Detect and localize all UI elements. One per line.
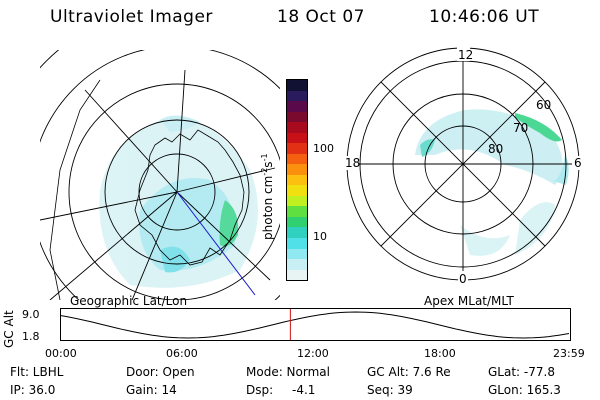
- alt-plot-ylabel: GC Alt: [2, 310, 16, 348]
- info-dsp-value: -4.1: [292, 383, 316, 397]
- colorbar-swatch: [287, 153, 307, 165]
- colorbar-swatch: [287, 111, 307, 123]
- altitude-plot: [60, 308, 571, 341]
- colorbar-swatch: [287, 269, 307, 281]
- info-door: Door: Open: [126, 365, 195, 379]
- colorbar-swatch: [287, 143, 307, 154]
- auroral-emission-left: [99, 115, 258, 288]
- colorbar-swatch: [287, 164, 307, 175]
- alt-plot-ytick-low: 1.8: [22, 330, 40, 343]
- info-glon: GLon: 165.3: [488, 383, 561, 397]
- info-ip: IP: 36.0: [10, 383, 56, 397]
- right-map-caption: Apex MLat/MLT: [424, 294, 514, 308]
- xtick-1200: 12:00: [297, 347, 329, 360]
- xtick-0000: 00:00: [45, 347, 77, 360]
- colorbar-tick-10: 10: [313, 230, 327, 243]
- latitude-circles: [40, 50, 280, 300]
- colorbar-swatch: [287, 259, 307, 270]
- info-gc-alt: GC Alt: 7.6 Re: [367, 365, 451, 379]
- mlt-label-top: 12: [458, 48, 473, 62]
- alt-plot-ytick-high: 9.0: [22, 308, 40, 321]
- left-map-caption: Geographic Lat/Lon: [70, 294, 188, 308]
- date-label: 18 Oct 07: [277, 7, 365, 27]
- info-gain: Gain: 14: [126, 383, 177, 397]
- colorbar: [286, 79, 308, 281]
- mlt-lines: [347, 48, 579, 280]
- xtick-0600: 06:00: [166, 347, 198, 360]
- colorbar-swatch: [287, 122, 307, 133]
- info-seq: Seq: 39: [367, 383, 413, 397]
- colorbar-swatch: [287, 206, 307, 217]
- colorbar-tick-100: 100: [313, 142, 334, 155]
- mlat-label-60: 60: [536, 98, 551, 112]
- colorbar-swatch: [287, 195, 307, 207]
- time-label: 10:46:06 UT: [429, 7, 540, 27]
- colorbar-swatch: [287, 174, 307, 186]
- info-filter: Flt: LBHL: [10, 365, 64, 379]
- colorbar-swatch: [287, 132, 307, 144]
- info-dsp-label: Dsp:: [246, 383, 274, 397]
- colorbar-swatch: [287, 216, 307, 228]
- mlt-label-bottom: 0: [459, 272, 467, 286]
- coast-line: [49, 79, 101, 300]
- auroral-emission-right: [415, 109, 569, 256]
- mlt-label-left: 18: [345, 156, 360, 170]
- info-glat: GLat: -77.8: [488, 365, 555, 379]
- colorbar-swatch: [287, 227, 307, 238]
- meridian-lines: [40, 69, 276, 300]
- mlat-label-70: 70: [513, 121, 528, 135]
- colorbar-swatch: [287, 248, 307, 260]
- colorbar-swatch: [287, 80, 307, 91]
- sun-direction-line: [176, 191, 256, 296]
- altitude-curve: [60, 311, 570, 339]
- geographic-map: [40, 50, 280, 300]
- mlat-label-80: 80: [488, 142, 503, 156]
- continent-outline: [134, 129, 245, 266]
- instrument-title: Ultraviolet Imager: [50, 7, 213, 27]
- colorbar-swatch: [287, 237, 307, 249]
- colorbar-swatch: [287, 185, 307, 196]
- colorbar-unit-label: photon cm-2s-1: [260, 153, 275, 240]
- colorbar-swatch: [287, 90, 307, 102]
- magnetic-map: 12 0 18 6 60 70 80: [343, 47, 584, 286]
- xtick-2359: 23:59: [553, 347, 585, 360]
- info-mode: Mode: Normal: [246, 365, 330, 379]
- mlt-label-right: 6: [574, 156, 582, 170]
- colorbar-swatch: [287, 101, 307, 112]
- xtick-1800: 18:00: [424, 347, 456, 360]
